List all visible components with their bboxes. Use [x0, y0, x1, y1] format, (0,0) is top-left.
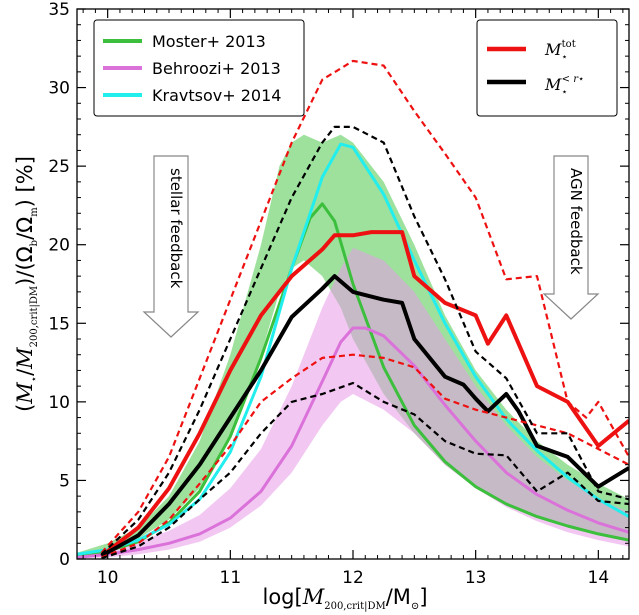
legend-label-behroozi: Behroozi+ 2013 [152, 59, 281, 78]
band-behroozi-2013 [77, 247, 629, 559]
legend-box [93, 19, 305, 117]
y-tick-label: 35 [48, 0, 70, 20]
x-tick-label: 13 [465, 568, 487, 588]
x-tick-label: 14 [588, 568, 610, 588]
axis-ticks: 10 11 12 13 14 0 5 10 15 20 25 30 35 [48, 0, 629, 588]
x-axis-label: log[M200,crit|DM/M⊙] [262, 585, 427, 612]
series-lines [77, 59, 629, 559]
series-line-behroozi-2013 [77, 326, 629, 559]
legend-simulation: M⋆tot M⋆< r⋆ [476, 19, 618, 117]
series-line-moster-2013 [77, 202, 629, 558]
down-arrow-icon [142, 155, 200, 338]
x-tick-label: 10 [97, 568, 119, 588]
y-tick-label: 25 [48, 157, 70, 177]
y-tick-label: 5 [59, 471, 70, 491]
annotation-agn-feedback: AGN feedback [542, 155, 600, 320]
series-line-m-r-lower [101, 381, 629, 559]
legend-box [476, 19, 618, 117]
series-line-kravtsov-2014 [77, 142, 629, 556]
legend-label-kravtsov: Kravtsov+ 2014 [152, 86, 281, 105]
y-tick-label: 20 [48, 236, 70, 256]
legend-label-mrstar: M⋆< r⋆ [544, 74, 584, 98]
stellar-feedback-label: stellar feedback [167, 168, 185, 289]
series-line-m-r-upper [100, 125, 629, 556]
x-tick-label: 11 [220, 568, 242, 588]
series-line-m-tot [100, 230, 629, 558]
agn-feedback-label: AGN feedback [567, 168, 585, 275]
down-arrow-icon [542, 155, 600, 320]
legend-literature: Moster+ 2013 Behroozi+ 2013 Kravtsov+ 20… [93, 19, 305, 117]
series-line-m-tot-upper [100, 59, 629, 554]
y-axis-label: (M⋆/M200,crit|DM)/(Ωb/Ωm) [%] [13, 156, 40, 412]
y-tick-label: 15 [48, 314, 70, 334]
y-tick-label: 30 [48, 79, 70, 99]
y-tick-label: 10 [48, 393, 70, 413]
x-tick-label: 12 [342, 568, 364, 588]
series-line-m-tot-lower [101, 353, 629, 559]
legend-label-moster: Moster+ 2013 [152, 32, 266, 51]
legend-label-mtot: M⋆tot [544, 39, 576, 63]
annotation-stellar-feedback: stellar feedback [142, 155, 200, 338]
y-tick-label: 0 [59, 550, 70, 570]
uncertainty-bands [77, 134, 629, 559]
